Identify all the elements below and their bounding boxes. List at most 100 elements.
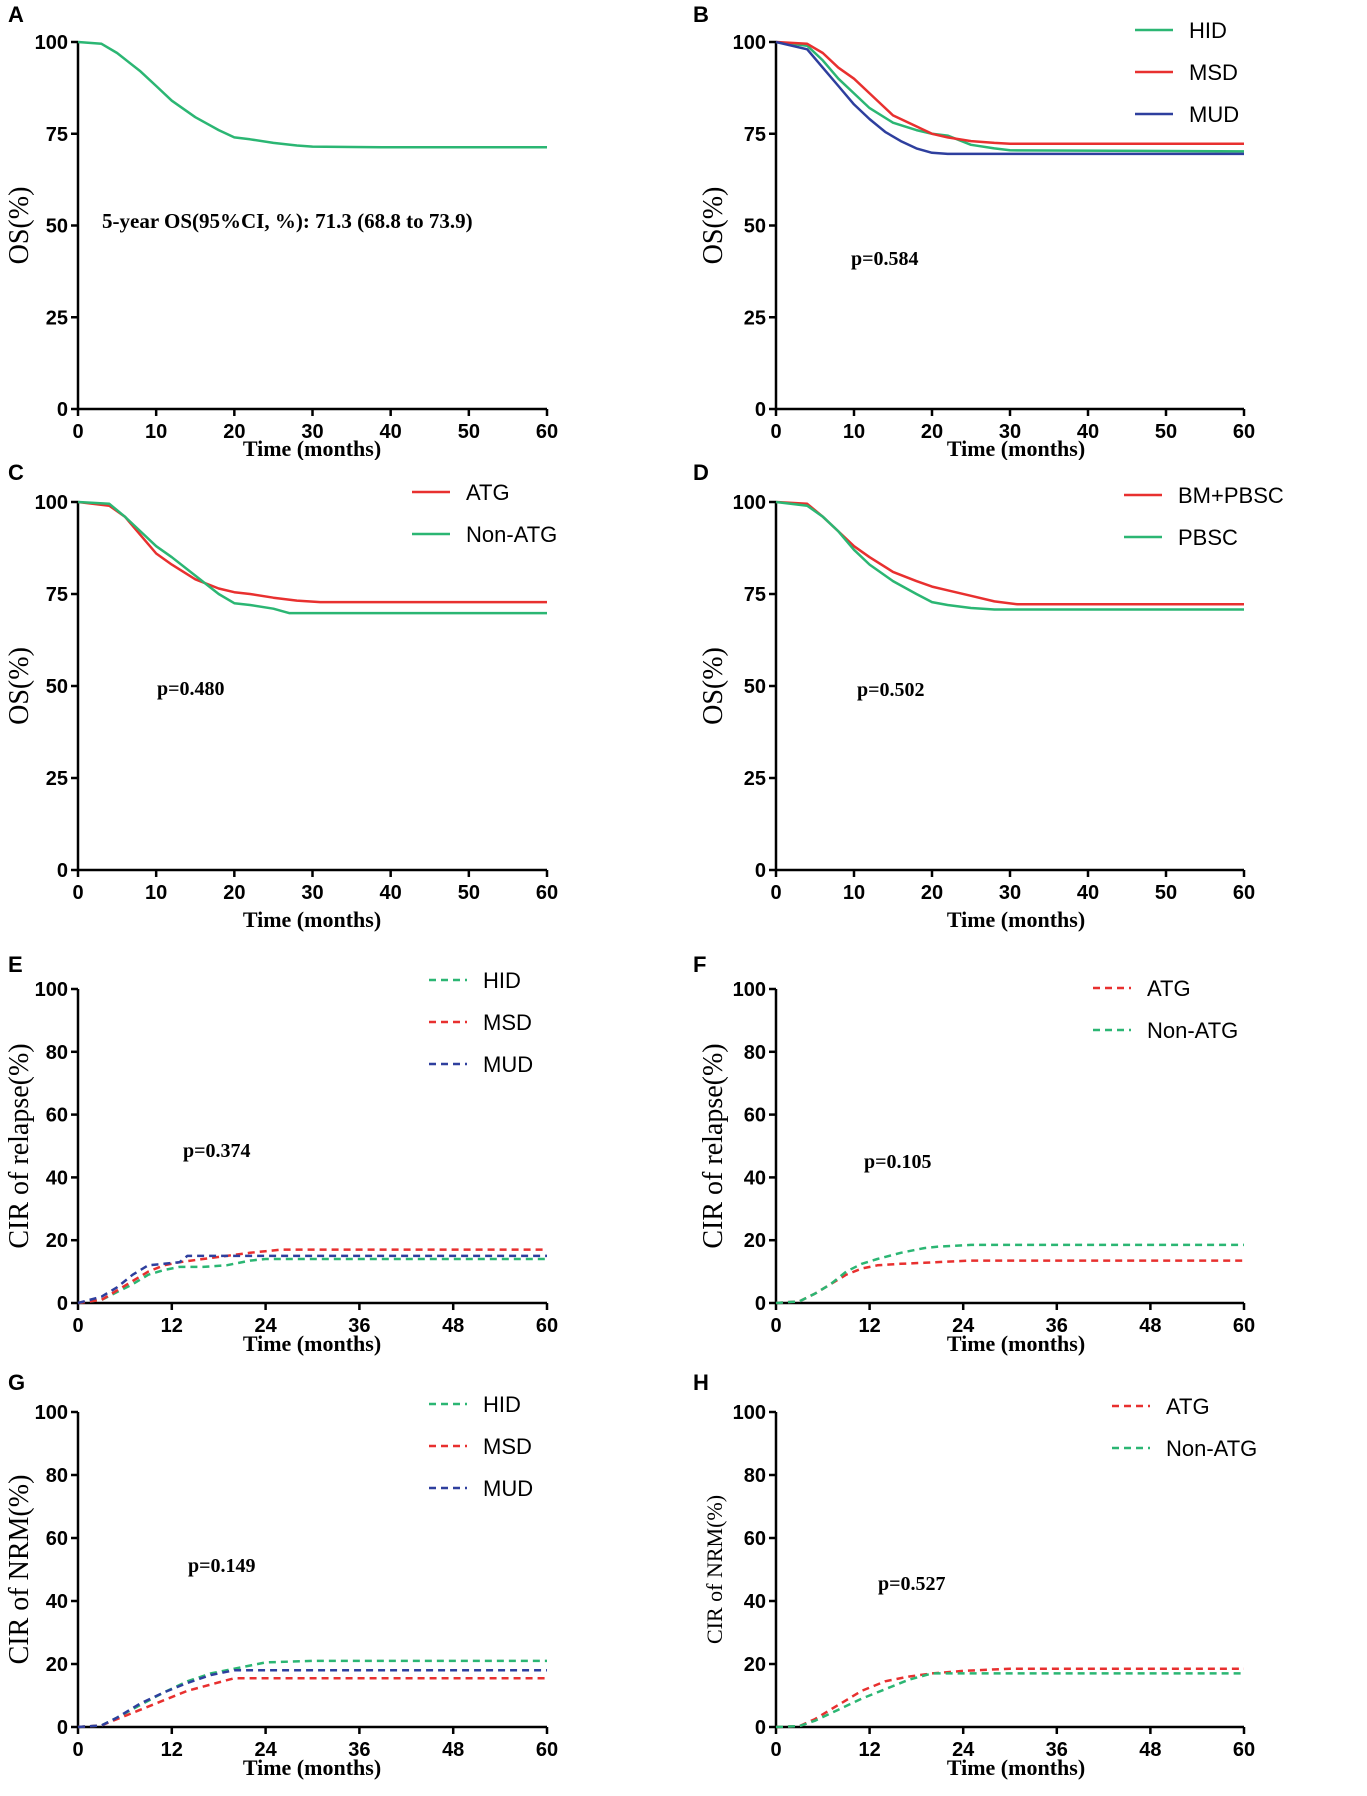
x-tick-label: 60: [1233, 421, 1255, 443]
km-chart: 0 25 50 75 100 0 10 20 30 40 50 60 Time (months) OS(%…: [698, 18, 1255, 461]
y-axis-label: CIR of relapse(%): [698, 1043, 729, 1248]
series-line-atg: [77, 500, 547, 604]
y-tick-label: 25: [744, 307, 766, 329]
x-axis-label: Time (months): [243, 436, 381, 460]
x-tick-label: 50: [458, 882, 480, 904]
legend-label: MUD: [483, 1052, 533, 1077]
cir-chart: 0 20 40 60 80 100 0 12 24 36 48 60 Time (months) CIR …: [4, 968, 558, 1356]
x-tick-label: 60: [1233, 1739, 1255, 1761]
panel-letter: D: [693, 460, 709, 485]
y-tick-label: 20: [744, 1654, 766, 1676]
x-tick-label: 12: [161, 1315, 183, 1337]
legend-label: MSD: [483, 1434, 532, 1459]
panel-b: B 0 25 50 75 100 0 10 20 30 40 50 60 Time (months) OS…: [683, 0, 1367, 461]
legend-label: MSD: [1189, 60, 1238, 85]
y-axis-label: OS(%): [4, 647, 35, 725]
x-tick-label: 24: [254, 1315, 277, 1337]
y-axis-label: OS(%): [4, 187, 35, 265]
y-tick-label: 0: [755, 1293, 766, 1315]
y-tick-label: 0: [57, 1717, 68, 1739]
annotation: p=0.105: [864, 1151, 932, 1173]
y-tick-label: 100: [35, 492, 68, 514]
km-chart: 0 25 50 75 100 0 10 20 30 40 50 60 Time (months) OS(%…: [698, 483, 1284, 932]
y-axis-label: OS(%): [698, 647, 729, 725]
series-line-mud: [775, 40, 1244, 156]
annotation: p=0.374: [183, 1140, 251, 1162]
cir-chart: 0 20 40 60 80 100 0 12 24 36 48 60 Time (months) CIR …: [4, 1392, 558, 1780]
y-tick-label: 50: [46, 216, 68, 238]
y-tick-label: 80: [744, 1042, 766, 1064]
x-tick-label: 24: [254, 1739, 277, 1761]
y-tick-label: 75: [46, 584, 68, 606]
panel-letter: B: [693, 2, 709, 27]
x-tick-label: 24: [952, 1315, 975, 1337]
y-tick-label: 0: [57, 1293, 68, 1315]
y-tick-label: 60: [744, 1528, 766, 1550]
x-tick-label: 60: [1233, 882, 1255, 904]
annotation: p=0.480: [157, 678, 225, 700]
x-tick-label: 36: [1046, 1739, 1068, 1761]
km-chart: 0 25 50 75 100 0 10 20 30 40 50 60 Time (months) OS(%…: [4, 32, 558, 461]
km-chart: 0 25 50 75 100 0 10 20 30 40 50 60 Time (months) OS(%…: [4, 480, 558, 932]
annotation: p=0.149: [188, 1555, 256, 1577]
legend-label: Non-ATG: [466, 522, 557, 547]
series-line-mud: [77, 1669, 547, 1729]
y-tick-label: 75: [744, 584, 766, 606]
panel-c: C 0 25 50 75 100 0 10 20 30 40 50 60 Time (months) OS…: [0, 460, 683, 950]
series-line-bm-pbsc: [775, 500, 1244, 606]
cir-chart: 0 20 40 60 80 100 0 12 24 36 48 60 Time (months) CIR …: [698, 976, 1255, 1356]
x-tick-label: 50: [1155, 421, 1177, 443]
y-tick-label: 0: [755, 1717, 766, 1739]
y-tick-label: 60: [744, 1105, 766, 1127]
x-tick-label: 0: [770, 1739, 781, 1761]
y-tick-label: 60: [46, 1528, 68, 1550]
y-tick-label: 80: [46, 1042, 68, 1064]
y-tick-label: 60: [46, 1105, 68, 1127]
y-tick-label: 25: [46, 768, 68, 790]
x-tick-label: 48: [1139, 1315, 1161, 1337]
series-line-os: [77, 40, 547, 149]
y-tick-label: 20: [46, 1654, 68, 1676]
legend-label: PBSC: [1178, 525, 1238, 550]
legend-label: ATG: [1147, 976, 1191, 1001]
x-tick-label: 36: [348, 1315, 370, 1337]
y-axis-label: CIR of NRM(%): [4, 1475, 35, 1665]
x-tick-label: 10: [843, 421, 865, 443]
x-tick-label: 40: [380, 421, 402, 443]
legend-label: Non-ATG: [1147, 1018, 1238, 1043]
series-line-msd: [77, 1676, 547, 1729]
panel-letter: F: [693, 952, 707, 977]
y-tick-label: 25: [744, 768, 766, 790]
panel-letter: A: [8, 2, 24, 27]
x-axis-label: Time (months): [947, 1331, 1085, 1356]
x-axis-label: Time (months): [243, 1331, 381, 1356]
panel-h: H 0 20 40 60 80 100 0 12 24 36 48 60 Time (months) CI…: [683, 1370, 1367, 1791]
annotation: p=0.584: [851, 248, 919, 270]
panel-letter: H: [693, 1370, 709, 1395]
x-tick-label: 30: [301, 882, 323, 904]
x-tick-label: 30: [999, 421, 1021, 443]
y-tick-label: 40: [744, 1591, 766, 1613]
legend-label: MUD: [483, 1476, 533, 1501]
series-line-pbsc: [775, 500, 1244, 611]
x-tick-label: 40: [1077, 882, 1099, 904]
x-tick-label: 12: [858, 1315, 880, 1337]
y-tick-label: 100: [733, 492, 766, 514]
series-line-non-atg: [77, 500, 547, 615]
x-tick-label: 50: [1155, 882, 1177, 904]
y-tick-label: 100: [35, 1402, 68, 1424]
series-line-hid: [77, 1257, 547, 1305]
x-axis-label: Time (months): [947, 907, 1085, 932]
y-tick-label: 100: [35, 32, 68, 54]
legend-label: BM+PBSC: [1178, 483, 1284, 508]
series-line-mud: [77, 1254, 547, 1305]
x-tick-label: 36: [1046, 1315, 1068, 1337]
y-tick-label: 100: [733, 32, 766, 54]
x-tick-label: 0: [72, 1315, 83, 1337]
series-line-hid: [775, 40, 1245, 153]
x-tick-label: 10: [145, 421, 167, 443]
x-tick-label: 60: [536, 1739, 558, 1761]
panel-f: F 0 20 40 60 80 100 0 12 24 36 48 60 Time (months) CI…: [683, 950, 1367, 1370]
y-tick-label: 40: [46, 1591, 68, 1613]
y-tick-label: 75: [744, 124, 766, 146]
